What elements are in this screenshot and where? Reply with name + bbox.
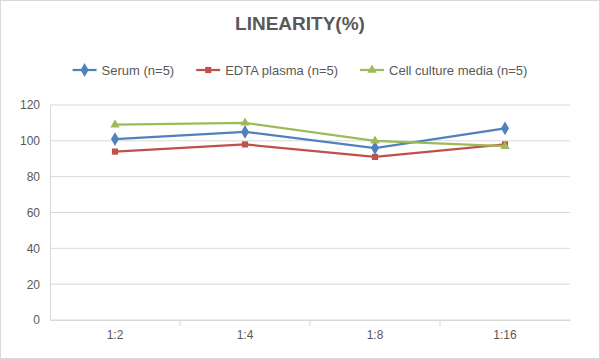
legend-marker — [81, 63, 89, 77]
legend-item: Cell culture media (n=5) — [360, 63, 527, 78]
x-tick: 1:8 — [367, 320, 384, 342]
y-tick-label: 20 — [27, 278, 41, 292]
grid-line — [50, 248, 570, 249]
legend-label: Serum (n=5) — [102, 63, 175, 78]
legend-label: EDTA plasma (n=5) — [225, 63, 338, 78]
y-tick-label: 0 — [33, 313, 40, 327]
title: LINEARITY(%) — [235, 13, 365, 34]
x-tick-label: 1:2 — [107, 328, 124, 342]
point — [112, 149, 118, 155]
x-tick: 1:4 — [237, 320, 254, 342]
x-tick-label: 1:16 — [493, 328, 517, 342]
y-axis: 0 20 40 60 80 100 120 — [20, 98, 51, 327]
grid-line — [50, 105, 570, 106]
grid-line — [50, 284, 570, 285]
y-tick-label: 40 — [27, 242, 41, 256]
y-tick: 0 — [33, 313, 50, 327]
grid-line — [50, 212, 570, 213]
point — [500, 141, 509, 149]
point — [242, 141, 248, 147]
point — [241, 125, 249, 139]
plot: 0 20 40 60 80 100 120 1:2 1:4 1:8 1:16 — [20, 98, 571, 341]
x-tick-label: 1:8 — [367, 328, 384, 342]
y-tick: 100 — [20, 134, 50, 148]
legend: Serum (n=5) EDTA plasma (n=5) Cell culture… — [73, 63, 528, 78]
y-tick: 80 — [27, 170, 50, 184]
y-axis-line — [50, 106, 51, 321]
x-tick-label: 1:4 — [237, 328, 254, 342]
series-group — [110, 118, 509, 161]
y-tick-label: 120 — [20, 98, 40, 112]
y-tick: 20 — [27, 278, 50, 292]
x-tick: 1:2 — [107, 320, 124, 342]
x-axis-line — [51, 320, 571, 321]
chart-border — [1, 1, 600, 359]
point — [110, 119, 119, 127]
point — [372, 154, 378, 160]
y-tick-label: 100 — [20, 134, 40, 148]
y-tick-label: 60 — [27, 206, 41, 220]
point — [240, 118, 249, 126]
y-tick-label: 80 — [27, 170, 41, 184]
grid-line — [50, 320, 570, 321]
x-tick: 1:16 — [493, 320, 517, 342]
chart: LINEARITY(%) 0 20 40 60 80 100 120 1:2 1:4 1:8 1:16… — [0, 0, 600, 359]
point — [501, 121, 509, 135]
legend-item: EDTA plasma (n=5) — [196, 63, 338, 78]
point — [370, 135, 379, 143]
x-axis: 1:2 1:4 1:8 1:16 — [51, 320, 571, 342]
y-tick: 40 — [27, 242, 50, 256]
legend-marker — [367, 65, 376, 73]
series-line — [115, 123, 505, 146]
y-tick: 120 — [20, 98, 50, 112]
legend-item: Serum (n=5) — [73, 63, 175, 78]
legend-label: Cell culture media (n=5) — [389, 63, 527, 78]
y-tick: 60 — [27, 206, 50, 220]
series-line — [115, 144, 505, 157]
point — [111, 132, 119, 146]
legend-marker — [205, 67, 211, 73]
grid-line — [50, 176, 570, 177]
grid — [50, 105, 570, 320]
